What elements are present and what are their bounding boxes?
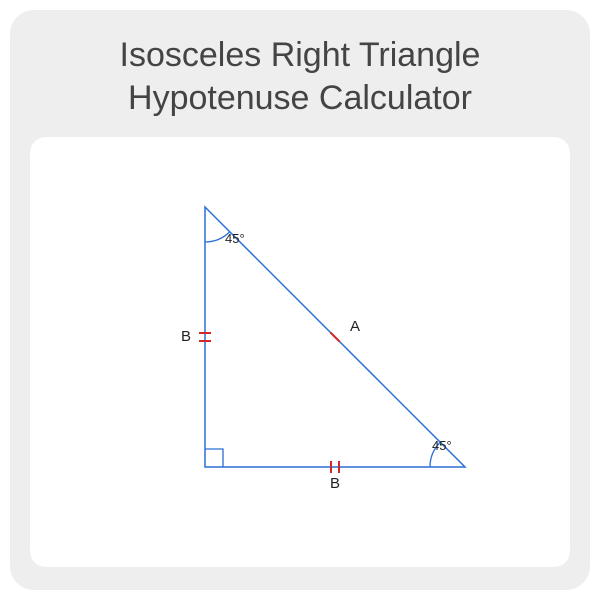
right-angle-label: 45°	[432, 438, 452, 453]
diagram-canvas: 45° 45° A B B	[30, 137, 570, 567]
right-angle-marker	[205, 449, 223, 467]
vertical-leg-label: B	[181, 328, 191, 345]
calculator-card: Isosceles Right Triangle Hypotenuse Calc…	[10, 10, 590, 590]
horizontal-leg-label: B	[330, 475, 340, 492]
hypotenuse-tick	[331, 333, 340, 342]
hypotenuse-label: A	[350, 318, 360, 335]
top-angle-label: 45°	[225, 231, 245, 246]
page-title: Isosceles Right Triangle Hypotenuse Calc…	[10, 34, 590, 137]
triangle-diagram	[30, 137, 570, 567]
